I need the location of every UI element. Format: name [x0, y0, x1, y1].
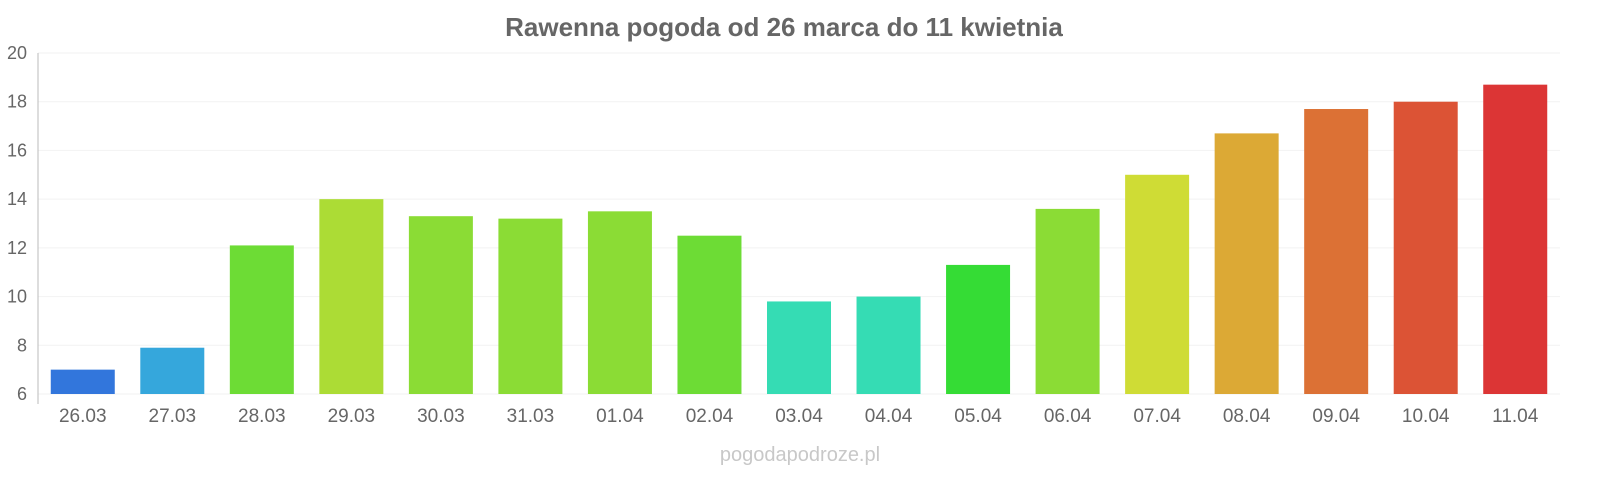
bar-02.04 — [677, 235, 742, 394]
y-tick-label: 14 — [7, 189, 27, 209]
x-tick-label: 02.04 — [686, 406, 734, 427]
x-tick-label: 08.04 — [1223, 406, 1271, 427]
y-tick-label: 8 — [17, 335, 27, 355]
x-tick-label: 30.03 — [417, 406, 465, 427]
x-tick-label: 04.04 — [865, 406, 913, 427]
bar-06.04 — [1035, 208, 1100, 394]
x-tick-label: 27.03 — [149, 406, 197, 427]
x-tick-label: 07.04 — [1133, 406, 1181, 427]
x-tick-label: 31.03 — [507, 406, 555, 427]
bar-28.03 — [229, 245, 294, 394]
y-tick-label: 16 — [7, 140, 27, 160]
bar-09.04 — [1304, 109, 1369, 395]
x-tick-label: 03.04 — [775, 406, 823, 427]
y-tick-label: 12 — [7, 238, 27, 258]
bar-04.04 — [856, 296, 921, 394]
y-tick-label: 20 — [7, 43, 27, 63]
y-tick-label: 10 — [7, 287, 27, 307]
bar-07.04 — [1125, 174, 1190, 394]
x-tick-label: 05.04 — [954, 406, 1002, 427]
bar-31.03 — [498, 218, 563, 394]
x-tick-label: 28.03 — [238, 406, 286, 427]
credit-text: pogodapodroze.pl — [720, 444, 880, 466]
bar-26.03 — [50, 369, 115, 394]
y-tick-label: 6 — [17, 384, 27, 404]
bar-27.03 — [140, 347, 205, 394]
bar-11.04 — [1483, 84, 1548, 395]
x-tick-label: 29.03 — [328, 406, 376, 427]
x-tick-label: 01.04 — [596, 406, 644, 427]
bar-03.04 — [767, 301, 831, 394]
x-tick-label: 10.04 — [1402, 406, 1450, 427]
bar-05.04 — [946, 264, 1011, 394]
bar-08.04 — [1214, 133, 1279, 394]
bar-10.04 — [1393, 101, 1458, 394]
x-tick-label: 06.04 — [1044, 406, 1092, 427]
x-tick-label: 26.03 — [59, 406, 107, 427]
chart-title: Rawenna pogoda od 26 marca do 11 kwietni… — [505, 12, 1063, 42]
y-tick-label: 18 — [7, 92, 27, 112]
bar-01.04 — [587, 211, 652, 394]
bar-30.03 — [408, 216, 473, 394]
x-tick-label: 09.04 — [1312, 406, 1360, 427]
bar-29.03 — [319, 199, 384, 394]
x-tick-label: 11.04 — [1492, 406, 1539, 427]
